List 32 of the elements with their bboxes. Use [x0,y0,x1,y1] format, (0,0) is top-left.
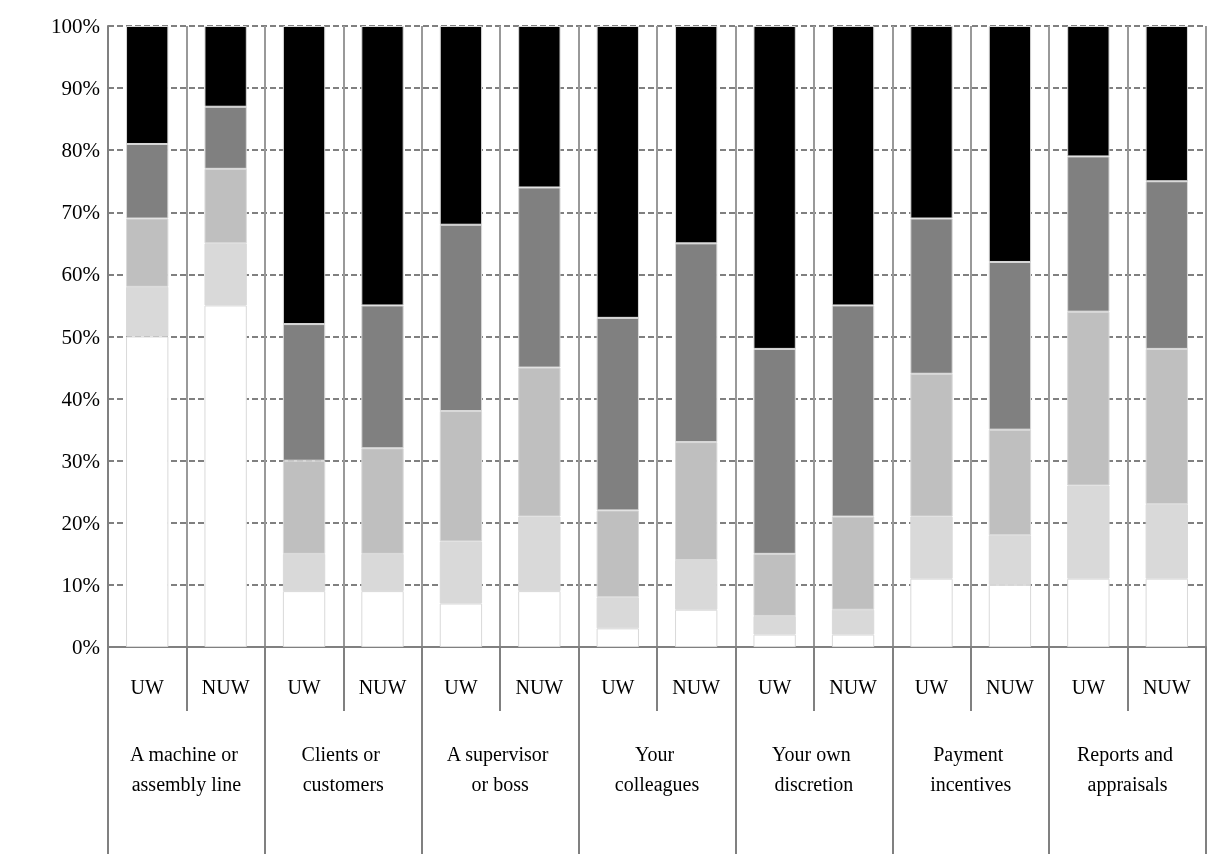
y-tick-label: 30% [61,448,100,473]
text: Clients or customers [301,743,385,795]
text: Reports and appraisals [1077,743,1179,796]
y-tick-label: 10% [61,572,100,597]
x-tick-label: UW [601,676,635,698]
y-tick-label: 0% [72,635,100,659]
y-tick-label: 40% [61,386,100,411]
x-tick-label: UW [757,676,792,698]
x-tick-label: NUW [672,676,721,698]
text: Your own discretion [772,743,856,795]
text: Payment incentives [930,743,1012,795]
y-tick-label: 70% [61,200,100,225]
y-tick-label: 60% [61,262,100,287]
x-tick-label: UW [444,676,478,698]
text: Your colleagues [614,743,700,796]
x-tick-label: UW [130,676,164,698]
y-tick-label: 50% [61,324,100,349]
x-tick-label: NUW [1142,676,1191,698]
text: A machine or assembly line [130,743,243,796]
y-tick-label: 90% [61,76,100,101]
x-tick-label: NUW [358,676,407,698]
y-tick-label: 80% [61,138,100,163]
y-tick-label: 100% [51,14,100,38]
text: A supervisor or boss [446,743,554,795]
x-tick-label: NUW [515,676,564,698]
x-tick-label: NUW [986,676,1034,698]
x-tick-label: NUW [829,676,878,698]
x-tick-label: NUW [201,676,250,698]
x-tick-label: UW [1071,676,1106,698]
x-tick-label: UW [287,676,321,698]
x-tick-label: UW [914,676,949,698]
y-tick-label: 20% [61,510,100,535]
